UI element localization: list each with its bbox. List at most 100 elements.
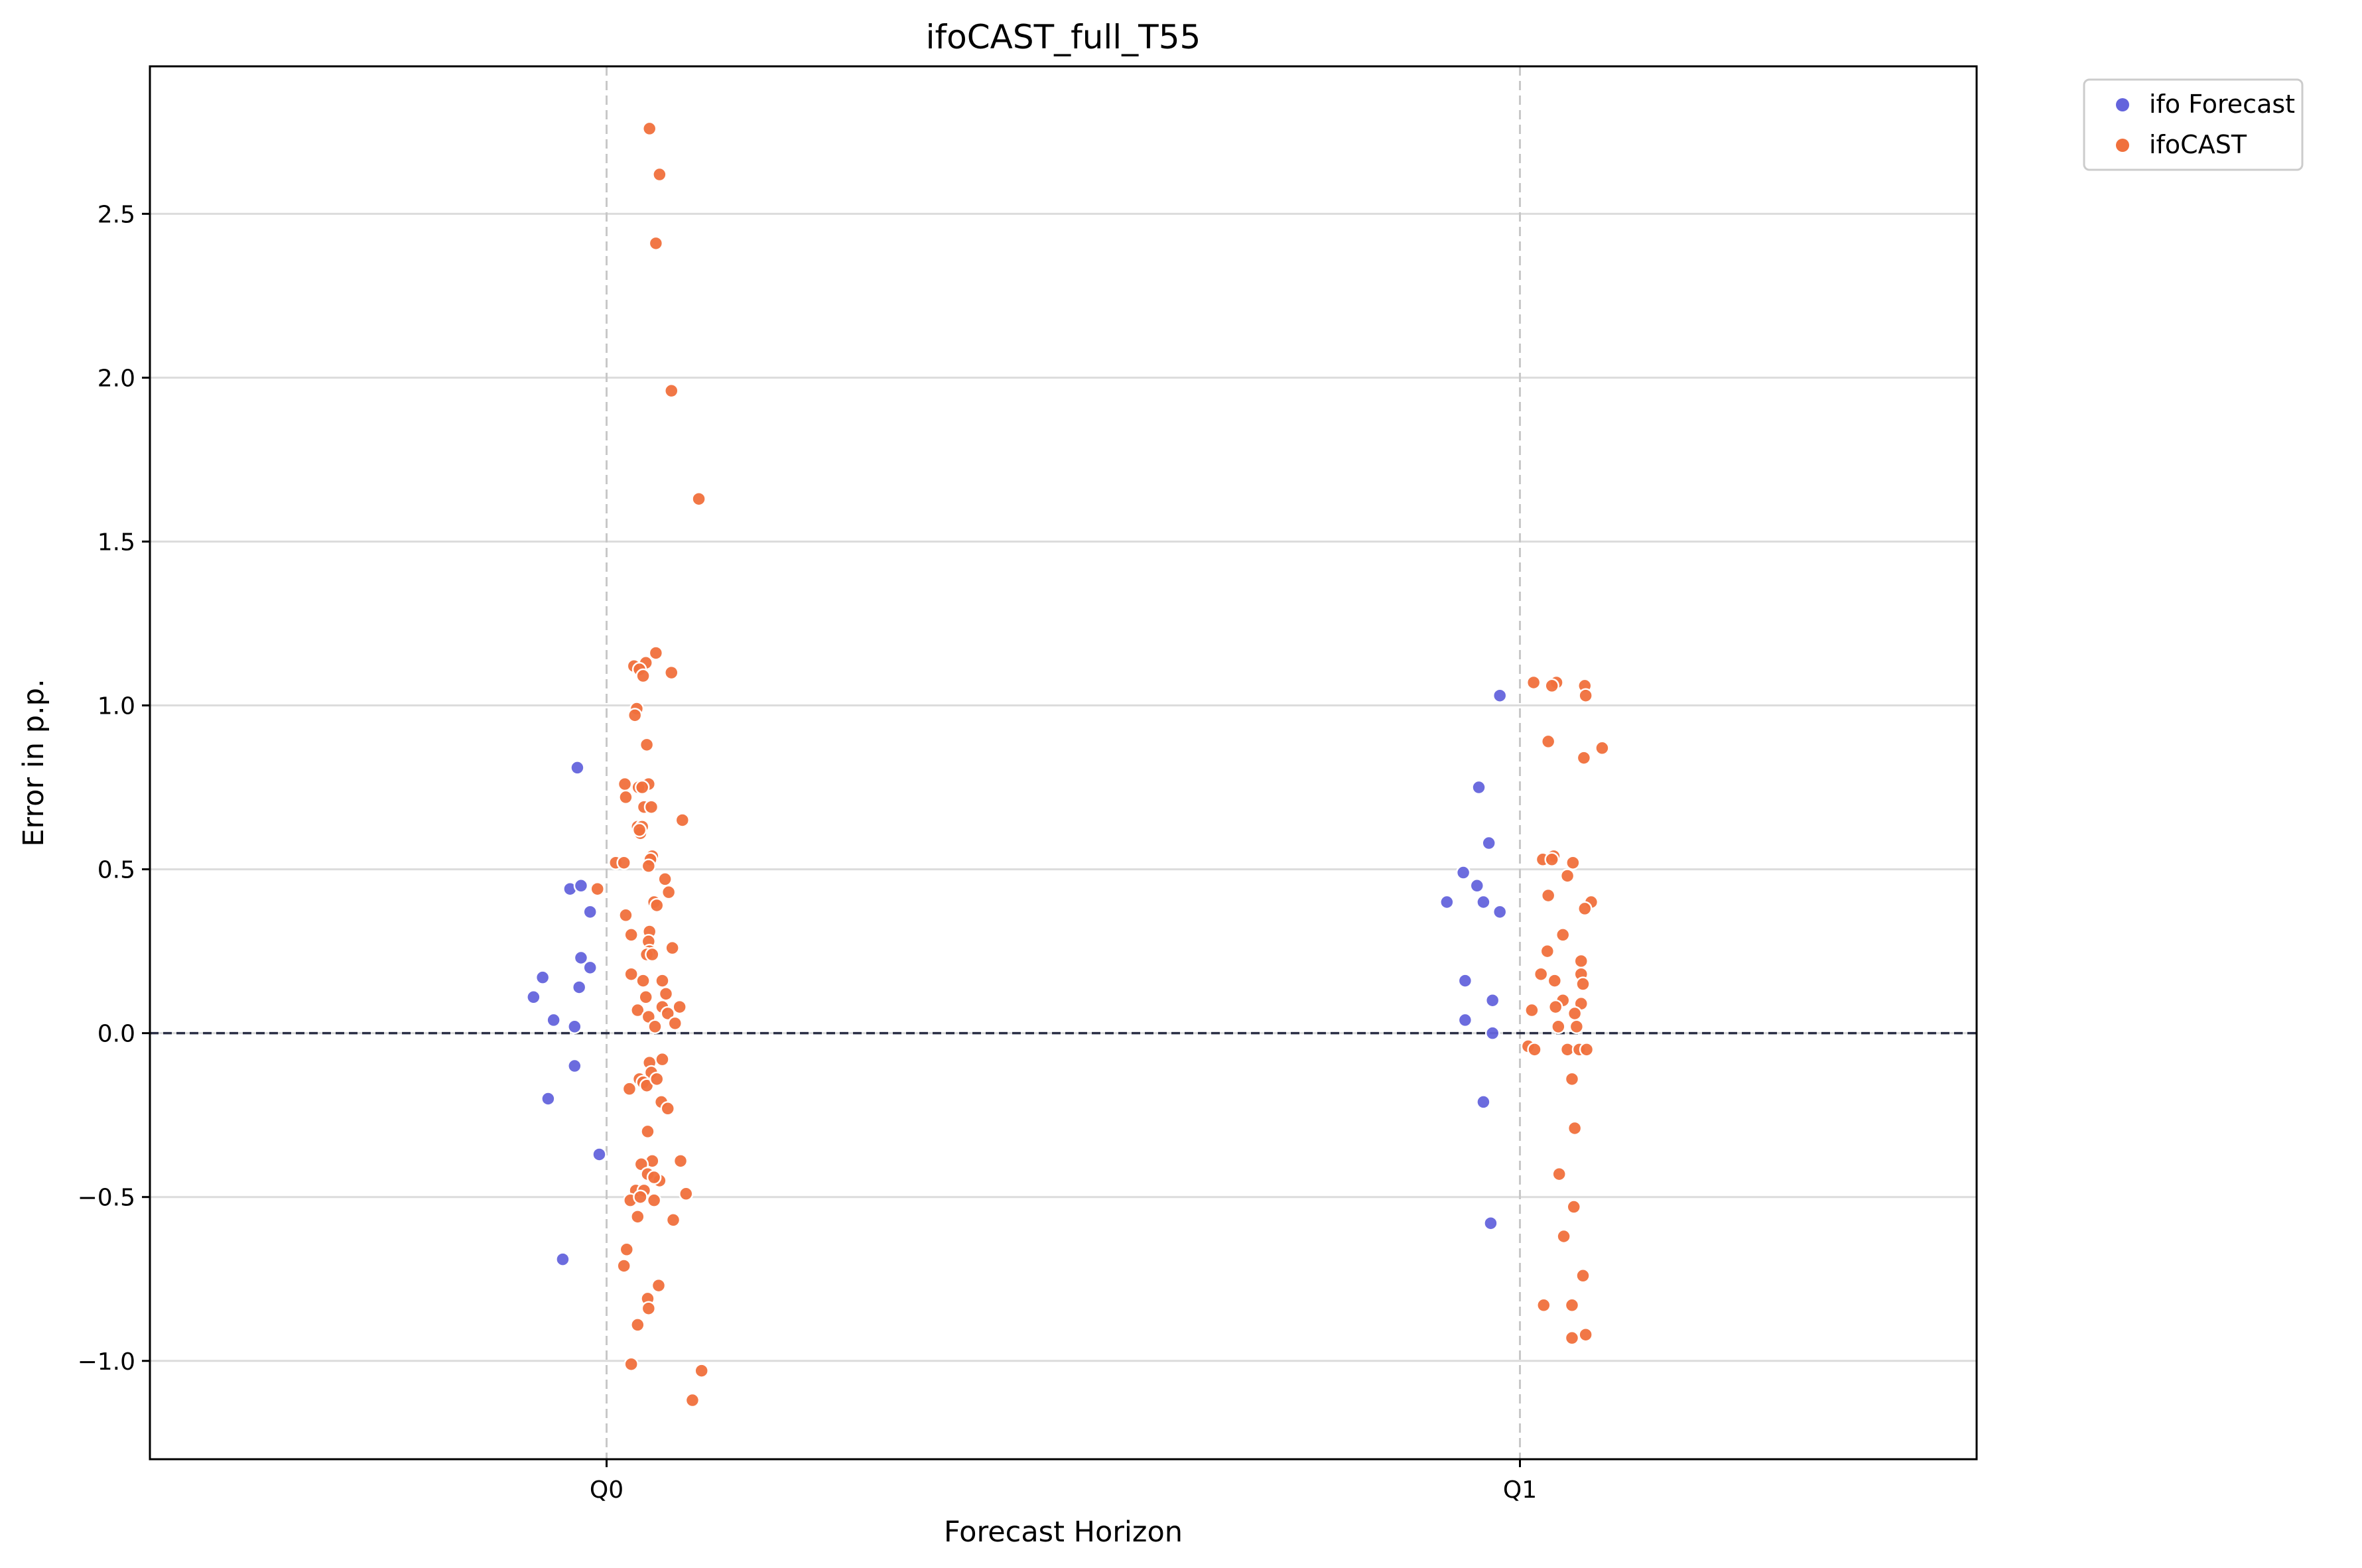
data-point-ifocast [1578, 1327, 1593, 1342]
data-point-ifocast [1565, 855, 1581, 870]
x-axis-label: Forecast Horizon [944, 1516, 1183, 1549]
data-point-ifo-forecast [541, 1091, 556, 1106]
data-point-ifocast [673, 1153, 689, 1169]
data-point-ifocast [665, 940, 680, 956]
data-point-ifocast [1547, 999, 1563, 1015]
data-point-ifocast [660, 1101, 676, 1116]
x-tick-label-q1: Q1 [1503, 1476, 1537, 1504]
data-point-ifocast [1526, 675, 1542, 690]
data-point-ifocast [645, 947, 660, 962]
data-point-ifocast [1564, 1297, 1580, 1313]
data-point-ifocast [1551, 1166, 1567, 1182]
data-point-ifocast [641, 121, 657, 137]
data-point-ifo-forecast [1469, 878, 1485, 893]
y-tick-label: −1.0 [78, 1348, 135, 1376]
data-point-ifo-forecast [546, 1012, 561, 1028]
data-point-ifocast [641, 1301, 657, 1316]
data-point-ifocast [1527, 1042, 1542, 1057]
y-tick-label: 0.5 [98, 857, 135, 884]
data-point-ifocast [648, 645, 664, 661]
data-point-ifocast [1576, 750, 1592, 765]
data-point-ifocast [641, 858, 657, 874]
data-point-ifo-forecast [526, 990, 541, 1005]
data-point-ifocast [664, 665, 679, 681]
data-point-ifocast [623, 927, 639, 943]
data-point-ifocast [657, 872, 673, 887]
data-point-ifocast [665, 1212, 681, 1228]
data-point-ifocast [630, 1317, 645, 1333]
data-point-ifo-forecast [1476, 1094, 1491, 1110]
data-point-ifocast [639, 737, 655, 753]
grid-layer [150, 66, 1977, 1459]
data-point-ifocast [1566, 1199, 1581, 1214]
data-point-ifo-forecast [1455, 865, 1471, 880]
data-point-ifocast [646, 1193, 662, 1208]
data-point-ifocast [638, 990, 653, 1005]
y-tick-label: 0.0 [98, 1021, 135, 1048]
data-point-ifocast [616, 855, 631, 870]
data-point-ifocast [667, 1015, 683, 1031]
data-point-ifo-forecast [555, 1252, 570, 1267]
data-point-ifo-forecast [535, 970, 551, 985]
data-point-ifocast [1544, 678, 1559, 694]
data-point-ifocast [1595, 740, 1610, 756]
data-point-ifocast [1555, 927, 1571, 943]
data-point-ifocast [1573, 953, 1589, 969]
data-point-ifocast [1524, 1002, 1540, 1018]
legend-label-ifocast: ifoCAST [2149, 130, 2247, 159]
data-point-ifo-forecast [582, 904, 598, 920]
plot-area-frame [149, 65, 1978, 1461]
data-point-ifocast [1533, 966, 1549, 982]
data-point-ifocast [646, 1169, 662, 1185]
data-point-ifocast [647, 1019, 663, 1035]
x-tick-label-q0: Q0 [590, 1476, 623, 1504]
points-layer [526, 121, 1610, 1408]
data-point-ifocast [643, 799, 659, 815]
data-point-ifo-forecast [582, 960, 598, 976]
data-point-ifocast [649, 1071, 665, 1087]
data-point-ifocast [1540, 943, 1555, 959]
data-point-ifocast [685, 1392, 700, 1408]
data-point-ifo-forecast [1492, 688, 1508, 703]
data-point-ifocast [630, 1209, 645, 1224]
data-point-ifo-forecast [1457, 1012, 1473, 1028]
data-point-ifocast [619, 1242, 635, 1258]
data-point-ifocast [1559, 868, 1575, 883]
data-point-ifo-forecast [1471, 779, 1486, 795]
data-point-ifo-forecast [573, 950, 589, 966]
data-point-ifocast [633, 1189, 648, 1205]
data-point-ifocast [694, 1363, 709, 1378]
data-point-ifo-forecast [1484, 1025, 1500, 1041]
data-point-ifocast [1578, 688, 1593, 703]
data-point-ifocast [1575, 976, 1591, 992]
data-point-ifocast [622, 1081, 637, 1096]
data-point-ifocast [617, 776, 633, 792]
y-tick-label: 1.5 [98, 529, 135, 556]
y-tick-label: 1.0 [98, 693, 135, 720]
data-point-ifocast [655, 973, 670, 988]
data-point-ifo-forecast [592, 1147, 607, 1162]
data-point-ifocast [675, 813, 690, 828]
data-point-ifo-forecast [1483, 1215, 1498, 1231]
data-point-ifocast [1544, 852, 1559, 868]
data-point-ifocast [1567, 1120, 1583, 1136]
data-point-ifo-forecast [1439, 894, 1455, 910]
data-point-ifocast [664, 383, 679, 399]
y-tick-label: −0.5 [78, 1185, 135, 1212]
data-point-ifocast [1551, 1019, 1566, 1035]
data-point-ifo-forecast [1476, 894, 1491, 910]
data-point-ifocast [640, 1124, 655, 1140]
data-point-ifo-forecast [1484, 992, 1500, 1008]
legend-frame [2083, 78, 2304, 171]
x-axis: Q0 Q1 [590, 1459, 1537, 1504]
data-point-ifocast [1536, 1297, 1551, 1313]
data-point-ifocast [1579, 1042, 1595, 1057]
data-point-ifo-forecast [567, 1019, 582, 1035]
data-point-ifocast [627, 708, 643, 723]
data-point-ifocast [652, 166, 667, 182]
data-point-ifocast [1575, 1268, 1591, 1283]
data-point-ifocast [623, 1356, 639, 1372]
data-point-ifo-forecast [1481, 835, 1496, 851]
y-axis-label: Error in p.p. [17, 679, 50, 846]
data-point-ifocast [635, 973, 651, 988]
